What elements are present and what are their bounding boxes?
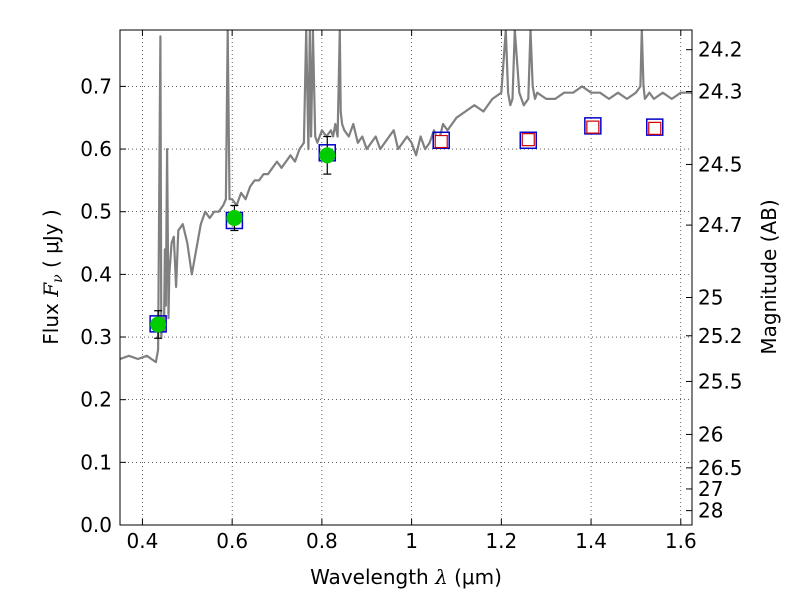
magnitude-axis-title: Magnitude (AB) <box>757 199 781 354</box>
x-tick-label: 0.4 <box>127 529 159 553</box>
plot-frame <box>119 29 693 526</box>
upper-limit-square <box>648 121 662 135</box>
observed-photometry-point <box>226 209 243 226</box>
y-tick-label: 0.5 <box>80 200 112 224</box>
y-tick-label: 0.7 <box>80 74 112 98</box>
magnitude-tick-label: 24.2 <box>698 38 743 62</box>
model-photometry-square <box>584 117 602 135</box>
x-tick-label: 0.6 <box>216 529 248 553</box>
magnitude-tick-label: 24.7 <box>698 213 743 237</box>
x-tick-label: 0.8 <box>306 529 338 553</box>
spectrum <box>120 30 692 364</box>
magnitude-tick-label: 25 <box>698 286 723 310</box>
model-spectrum-line <box>120 30 692 364</box>
y-tick-label: 0.2 <box>80 388 112 412</box>
magnitude-tick-label: 26 <box>698 422 723 446</box>
magnitude-tick-label: 25.5 <box>698 369 743 393</box>
magnitude-tick-label: 28 <box>698 499 723 523</box>
magnitude-tick-label: 24.3 <box>698 80 743 104</box>
model-photometry-square <box>432 131 450 150</box>
y-axis: 0.0 0.1 0.2 0.3 0.4 0.5 0.6 0.7 <box>80 74 126 537</box>
x-tick-label: 1.2 <box>485 529 517 553</box>
y-tick-label: 0.1 <box>80 450 112 474</box>
y-tick-label: 0.0 <box>80 513 112 537</box>
magnitude-tick-label: 26.5 <box>698 456 743 480</box>
model-photometry-square <box>646 118 664 136</box>
x-axis-title: Wavelength λ (μm) <box>310 565 502 589</box>
x-tick-label: 1.6 <box>665 529 697 553</box>
magnitude-tick-label: 27 <box>698 477 723 501</box>
observed-photometry-point <box>150 316 167 333</box>
upper-limit-square <box>521 133 535 147</box>
observed-photometry-point <box>319 147 336 164</box>
magnitude-tick-label: 24.5 <box>698 152 743 176</box>
x-tick-label: 1 <box>405 529 418 553</box>
grid <box>120 30 692 526</box>
y-tick-label: 0.6 <box>80 137 112 161</box>
x-tick-label: 1.4 <box>575 529 607 553</box>
x-axis: 0.4 0.6 0.8 1 1.2 1.4 1.6 <box>127 30 697 553</box>
model-photometry-square <box>519 131 538 150</box>
y-tick-label: 0.3 <box>80 325 112 349</box>
y-axis-title: Flux Fν ( μJy ) <box>39 209 66 344</box>
magnitude-tick-label: 25.2 <box>698 324 743 348</box>
upper-limit-square <box>586 120 600 134</box>
y-tick-label: 0.4 <box>80 262 112 286</box>
photometry <box>149 117 664 339</box>
upper-limit-square <box>434 134 448 149</box>
